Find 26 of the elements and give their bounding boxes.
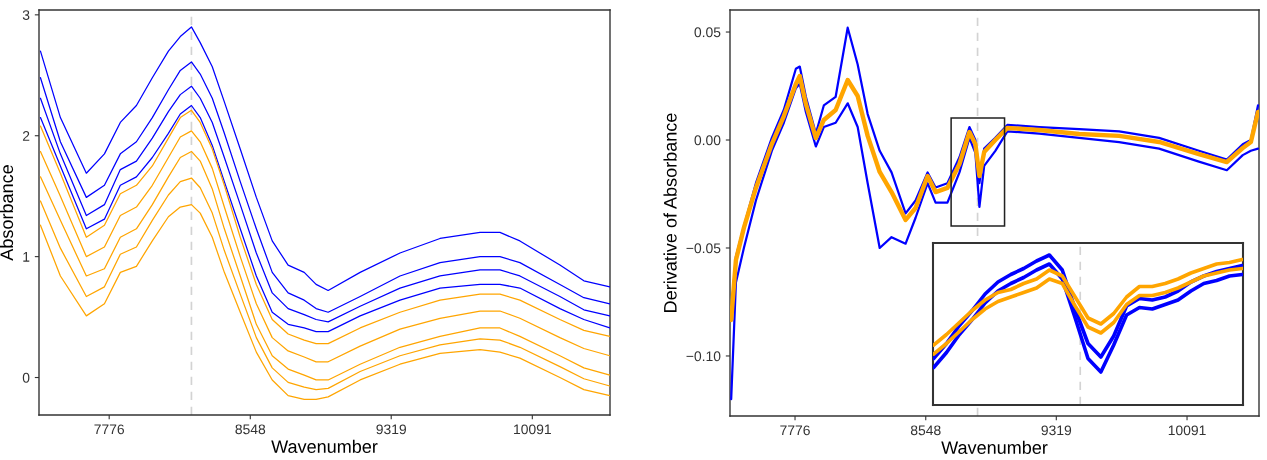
x-tick-label: 9319 xyxy=(1041,425,1072,436)
x-axis-title: Wavenumber xyxy=(941,440,1048,455)
x-tick-label: 7776 xyxy=(94,424,125,435)
y-tick-label: −0.10 xyxy=(686,351,721,362)
x-tick-label: 10091 xyxy=(1168,425,1206,436)
y-axis-title: Derivative of Absorbance xyxy=(663,113,677,312)
y-tick-label: 0.00 xyxy=(694,135,721,146)
x-tick-label: 7776 xyxy=(780,425,810,436)
y-tick-label: 3 xyxy=(22,10,30,21)
y-tick-label: −0.05 xyxy=(686,243,721,254)
y-tick-label: 1 xyxy=(23,252,30,262)
x-tick-label: 10091 xyxy=(514,424,551,435)
x-tick-label: 8548 xyxy=(235,424,266,435)
line-series xyxy=(39,150,610,381)
line-series xyxy=(39,177,610,391)
y-axis-title: Absorbance xyxy=(0,165,14,261)
line-series xyxy=(730,73,1259,323)
y-tick-label: 0 xyxy=(22,372,30,383)
line-series xyxy=(39,204,610,400)
x-tick-label: 9319 xyxy=(376,424,407,435)
x-axis-title: Wavenumber xyxy=(271,439,378,454)
y-tick-label: 0.05 xyxy=(694,27,721,38)
x-tick-label: 8548 xyxy=(910,425,941,436)
line-series xyxy=(39,130,610,363)
y-tick-label: 2 xyxy=(22,131,30,141)
line-series xyxy=(39,26,610,292)
